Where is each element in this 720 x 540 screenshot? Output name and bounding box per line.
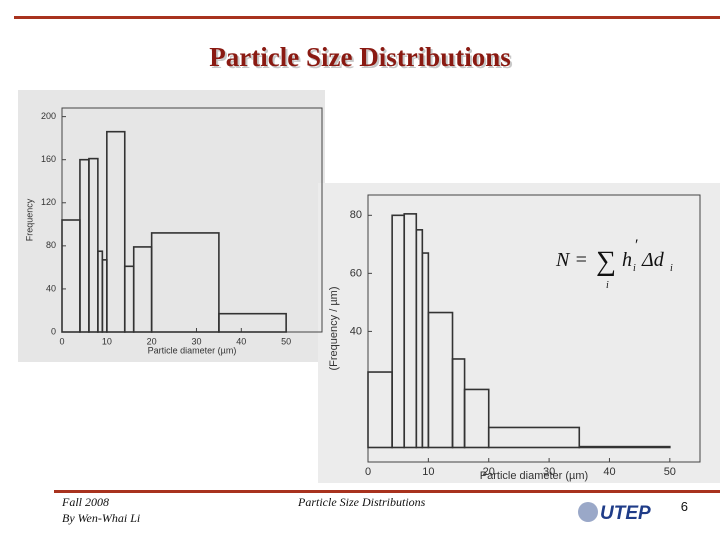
footer-center: Particle Size Distributions	[297, 495, 426, 509]
y-tick-label: 160	[41, 154, 56, 164]
x-tick-label: 10	[422, 466, 434, 478]
y-axis-label: (Frequency / µm)	[328, 287, 340, 371]
y-tick-label: 200	[41, 111, 56, 121]
bar	[88, 157, 99, 333]
formula-sum: ∑	[596, 246, 616, 277]
x-axis-label: Particle diameter (µm)	[148, 345, 237, 355]
y-tick-label: 80	[350, 209, 362, 221]
bar	[487, 426, 581, 449]
y-axis-label: Frequency	[24, 198, 34, 241]
title: Particle Size Distributions	[209, 42, 510, 72]
x-tick-label: 20	[483, 466, 495, 478]
bar	[463, 388, 490, 449]
x-tick-label: 20	[147, 336, 157, 346]
y-tick-label: 0	[51, 326, 56, 336]
x-tick-label: 30	[543, 466, 555, 478]
title-shadow: Particle Size Distributions	[211, 44, 512, 74]
y-tick-label: 40	[46, 283, 56, 293]
page-number: 6	[681, 499, 688, 514]
formula-delta: Δd	[641, 249, 665, 271]
x-tick-label: 50	[281, 336, 291, 346]
y-tick-label: 40	[350, 325, 362, 337]
footer-date: Fall 2008	[61, 495, 109, 509]
formula-lhs: N =	[555, 249, 588, 271]
plot-frame	[367, 194, 701, 463]
bar	[578, 445, 671, 449]
top-rule	[14, 16, 720, 19]
x-tick-label: 0	[59, 336, 64, 346]
formula-prime: ′	[634, 237, 638, 254]
bar	[218, 312, 287, 333]
figure-1-background	[18, 90, 325, 362]
formula: N = ∑ i h i ′ Δd i	[555, 237, 673, 291]
logo: UTEP	[578, 502, 651, 524]
bottom-rule	[54, 490, 720, 493]
bar	[106, 130, 126, 333]
y-tick-label: 80	[46, 240, 56, 250]
formula-h-sub: i	[633, 263, 636, 274]
bar	[150, 232, 220, 333]
x-tick-label: 10	[102, 336, 112, 346]
formula-delta-sub: i	[670, 263, 673, 274]
x-tick-label: 0	[365, 466, 371, 478]
figure-2-background	[318, 183, 720, 483]
logo-seal	[578, 502, 598, 522]
y-tick-label: 60	[350, 267, 362, 279]
x-tick-label: 40	[236, 336, 246, 346]
formula-h: h	[622, 249, 632, 271]
chart-2: 0 10 20 30 40 50 40 60 80 Particle diameter (µm) (…	[328, 194, 701, 482]
chart-1: 0 10 20 30 40 50 0 40 80 120 160 200 Particle diamet…	[24, 107, 323, 355]
x-tick-label: 40	[603, 466, 615, 478]
footer-author: By Wen-Whai Li	[62, 511, 140, 525]
formula-sum-sub: i	[606, 280, 609, 291]
y-tick-label: 120	[41, 197, 56, 207]
logo-text: UTEP	[600, 503, 651, 524]
x-axis-label: Particle diameter (µm)	[480, 470, 588, 482]
x-tick-label: 30	[191, 336, 201, 346]
x-tick-label: 50	[664, 466, 676, 478]
